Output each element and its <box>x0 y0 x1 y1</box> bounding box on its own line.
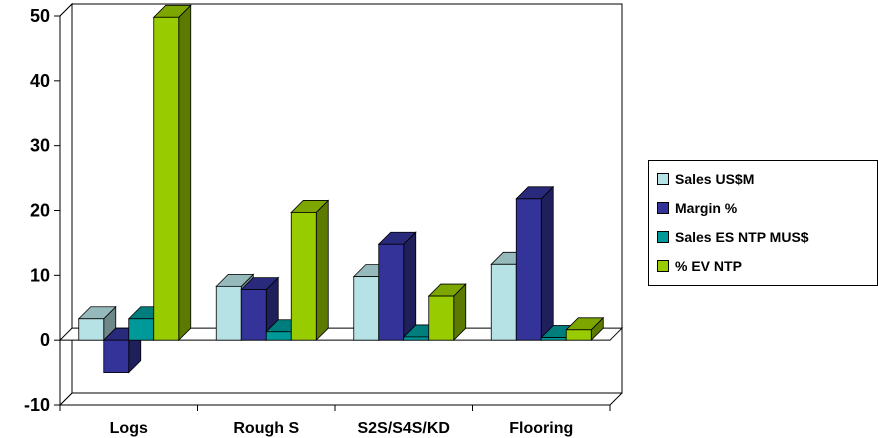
x-axis-line <box>60 392 623 406</box>
bars <box>77 4 605 374</box>
legend-swatch <box>657 173 669 185</box>
legend-label: Margin % <box>675 200 738 216</box>
y-tick-label: 20 <box>30 201 50 221</box>
x-tick-label: Rough S <box>233 420 299 437</box>
y-tick-label: 10 <box>30 265 50 285</box>
legend-label: Sales ES NTP MUS$ <box>675 229 809 245</box>
y-tick-labels: -10 0 10 20 30 40 50 <box>24 6 50 415</box>
bar <box>515 185 555 342</box>
bar <box>377 231 417 342</box>
side-wall <box>59 2 73 407</box>
legend-swatch <box>657 231 669 243</box>
bar <box>565 316 605 342</box>
gridline <box>59 392 622 406</box>
legend-label: % EV NTP <box>675 258 742 274</box>
chart-legend: Sales US$M Margin % Sales ES NTP MUS$ % … <box>648 160 878 286</box>
legend-label: Sales US$M <box>675 171 755 187</box>
x-tick-label: Logs <box>110 420 148 437</box>
legend-item-margin: Margin % <box>657 198 737 218</box>
x-tick-label: Flooring <box>509 420 573 437</box>
legend-swatch <box>657 202 669 214</box>
legend-item-sales: Sales US$M <box>657 169 754 189</box>
bar <box>290 199 330 342</box>
bar <box>427 283 467 342</box>
y-tick-label: 50 <box>30 6 50 26</box>
axes <box>54 2 624 411</box>
x-tick-label: S2S/S4S/KD <box>358 420 450 437</box>
legend-item-ev-ntp: % EV NTP <box>657 256 742 276</box>
y-tick-label: 40 <box>30 71 50 91</box>
legend-swatch <box>657 260 669 272</box>
bar <box>152 4 192 342</box>
legend-item-sales-es-ntp: Sales ES NTP MUS$ <box>657 227 809 247</box>
x-tick-labels: Logs Rough S S2S/S4S/KD Flooring <box>110 420 574 437</box>
y-tick-label: 30 <box>30 136 50 156</box>
y-tick-label: 0 <box>40 330 50 350</box>
bar <box>240 276 280 342</box>
y-tick-label: -10 <box>24 395 50 415</box>
